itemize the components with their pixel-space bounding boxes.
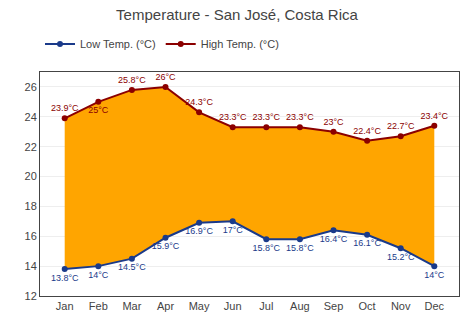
svg-text:23.9°C: 23.9°C	[51, 103, 79, 113]
svg-text:25.8°C: 25.8°C	[118, 75, 146, 85]
svg-text:23.3°C: 23.3°C	[252, 112, 280, 122]
svg-text:May: May	[189, 300, 210, 312]
svg-text:Dec: Dec	[425, 300, 445, 312]
svg-text:14.5°C: 14.5°C	[118, 262, 146, 272]
svg-text:Sep: Sep	[324, 300, 344, 312]
svg-text:23.3°C: 23.3°C	[286, 112, 314, 122]
svg-text:22.4°C: 22.4°C	[353, 126, 381, 136]
svg-text:24: 24	[25, 111, 37, 123]
svg-text:Jun: Jun	[224, 300, 242, 312]
svg-text:Apr: Apr	[157, 300, 174, 312]
svg-text:14: 14	[25, 260, 37, 272]
svg-text:25°C: 25°C	[88, 105, 109, 115]
svg-text:15.8°C: 15.8°C	[252, 243, 280, 253]
svg-text:16.4°C: 16.4°C	[320, 234, 348, 244]
svg-text:Low Temp. (°C): Low Temp. (°C)	[80, 38, 156, 50]
svg-text:14°C: 14°C	[424, 270, 445, 280]
svg-text:Nov: Nov	[391, 300, 411, 312]
svg-text:Oct: Oct	[359, 300, 376, 312]
svg-text:22: 22	[25, 141, 37, 153]
svg-text:26°C: 26°C	[155, 72, 176, 82]
svg-text:16.1°C: 16.1°C	[353, 238, 381, 248]
svg-text:High Temp. (°C): High Temp. (°C)	[201, 38, 279, 50]
svg-text:23.3°C: 23.3°C	[219, 112, 247, 122]
svg-text:16.9°C: 16.9°C	[185, 226, 213, 236]
svg-text:12: 12	[25, 290, 37, 302]
svg-text:23.4°C: 23.4°C	[420, 111, 448, 121]
svg-text:Mar: Mar	[122, 300, 141, 312]
svg-text:13.8°C: 13.8°C	[51, 273, 79, 283]
svg-text:16: 16	[25, 230, 37, 242]
svg-text:15.2°C: 15.2°C	[387, 252, 415, 262]
svg-text:22.7°C: 22.7°C	[387, 121, 415, 131]
svg-text:Feb: Feb	[89, 300, 108, 312]
svg-text:15.9°C: 15.9°C	[152, 241, 180, 251]
svg-text:Aug: Aug	[290, 300, 310, 312]
svg-text:24.3°C: 24.3°C	[185, 97, 213, 107]
svg-text:Jan: Jan	[56, 300, 74, 312]
svg-text:26: 26	[25, 81, 37, 93]
svg-text:18: 18	[25, 200, 37, 212]
svg-text:14°C: 14°C	[88, 270, 109, 280]
svg-text:17°C: 17°C	[223, 225, 244, 235]
svg-text:23°C: 23°C	[323, 117, 344, 127]
svg-text:20: 20	[25, 170, 37, 182]
svg-text:Jul: Jul	[259, 300, 273, 312]
svg-text:Temperature - San José, Costa: Temperature - San José, Costa Rica	[116, 6, 358, 23]
svg-text:15.8°C: 15.8°C	[286, 243, 314, 253]
